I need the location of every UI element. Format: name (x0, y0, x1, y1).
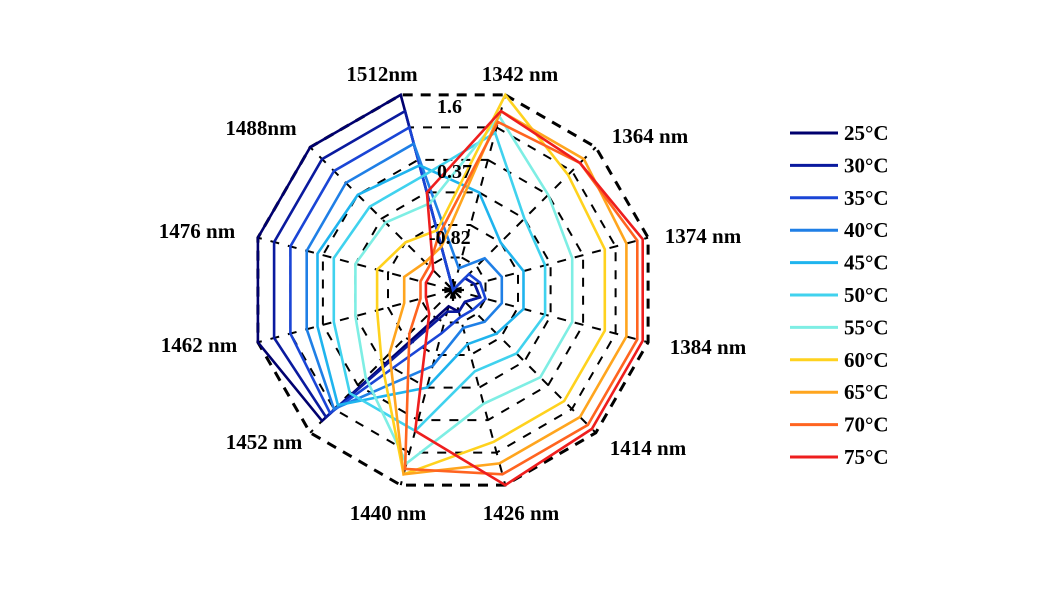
legend-label: 30°C (844, 153, 889, 177)
axis-label: 1452 nm (226, 430, 303, 454)
center-mark (444, 289, 454, 299)
radar-series (256, 92, 645, 487)
grid-spoke (452, 289, 507, 486)
legend-label: 70°C (844, 413, 889, 437)
series-line (272, 109, 482, 419)
series-line (413, 109, 645, 487)
grid-spoke (452, 289, 597, 434)
legend-label: 25°C (844, 121, 889, 145)
legend-label: 55°C (844, 315, 889, 339)
grid-spoke (399, 289, 454, 486)
legend-label: 75°C (844, 445, 889, 469)
axis-label: 1342 nm (482, 62, 559, 86)
legend-label: 60°C (844, 348, 889, 372)
grid-spoke (452, 289, 649, 344)
axis-label: 1426 nm (483, 501, 560, 525)
axis-label: 1374 nm (665, 224, 742, 248)
legend-label: 45°C (844, 251, 889, 275)
series-line (305, 141, 504, 411)
center-mark (452, 289, 462, 299)
ring-label: 0.37 (437, 161, 472, 183)
axis-labels: 1342 nm 1364 nm 1374 nm 1384 nm 1414 nm 1426 … (159, 62, 747, 525)
legend: 25°C 30°C 35°C 40°C 45°C 50°C 55°C 60°C 65°C 70°C… (790, 121, 889, 469)
axis-label: 1462 nm (161, 333, 238, 357)
grid-spoke (452, 146, 597, 291)
legend-label: 50°C (844, 283, 889, 307)
axis-label: 1440 nm (350, 501, 427, 525)
ring-labels: 1.6 0.37 -0.82 (429, 96, 472, 249)
axis-label: 1512nm (346, 62, 418, 86)
grid-spoke (452, 236, 649, 291)
series-line (388, 109, 628, 476)
axis-label: 1476 nm (159, 219, 236, 243)
legend-label: 65°C (844, 380, 889, 404)
axis-label: 1364 nm (612, 124, 689, 148)
legend-label: 35°C (844, 186, 889, 210)
series-line (316, 163, 525, 407)
axis-label: 1384 nm (670, 335, 747, 359)
axis-label: 1414 nm (610, 436, 687, 460)
ring-label: -0.82 (429, 227, 471, 249)
ring-label: 1.6 (437, 96, 462, 118)
series-line (403, 120, 639, 476)
series-line (289, 125, 488, 415)
axis-label: 1488nm (225, 116, 297, 140)
legend-label: 40°C (844, 218, 889, 242)
